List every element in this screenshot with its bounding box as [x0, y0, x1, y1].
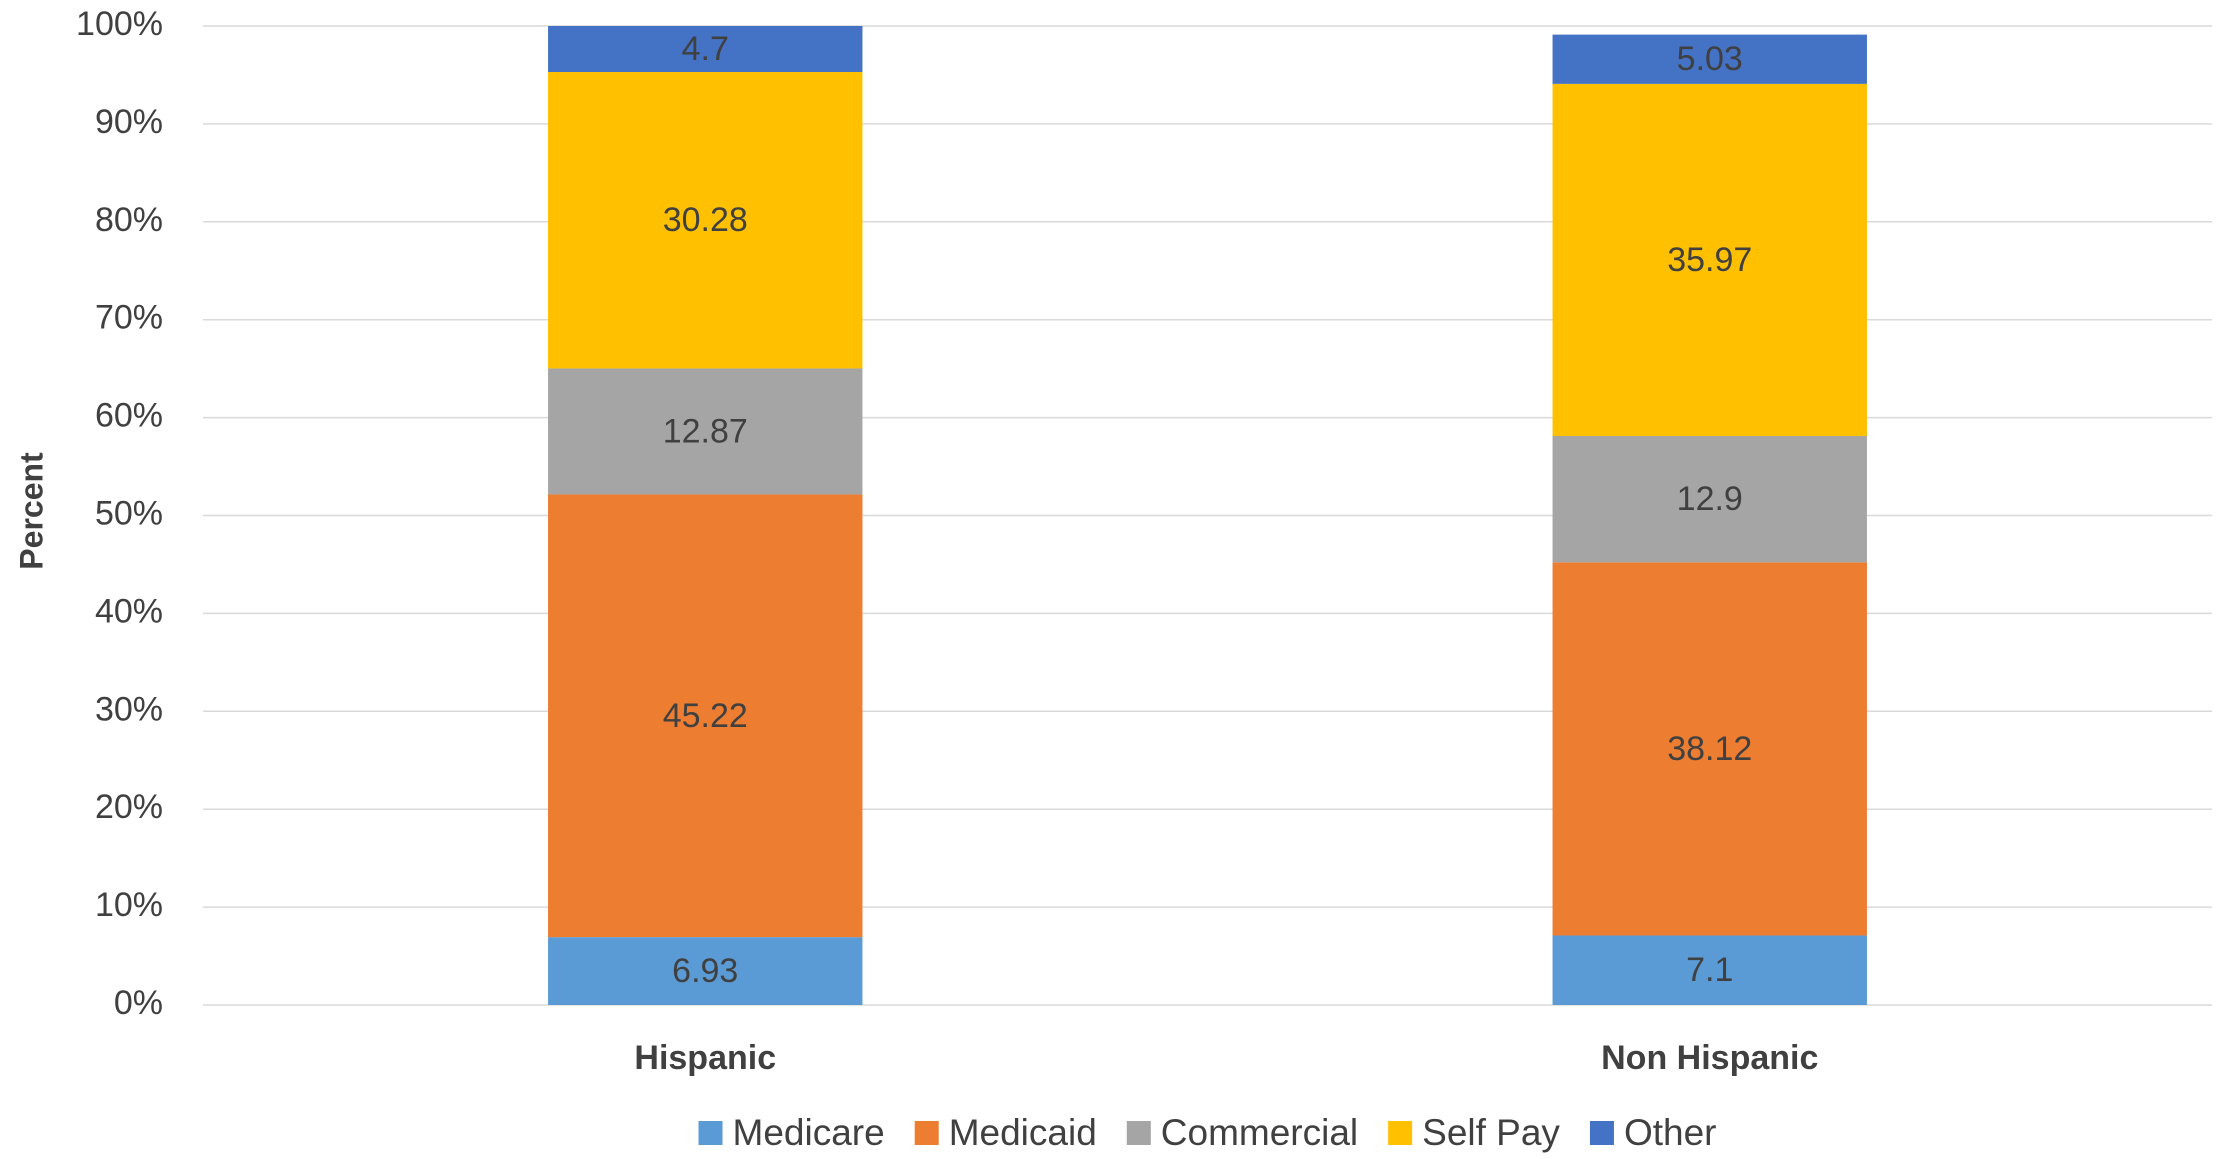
y-tick-label: 20%: [95, 788, 163, 826]
bar-segment: [1552, 436, 1867, 563]
bar-segment: [1552, 935, 1867, 1005]
y-tick-label: 10%: [95, 886, 163, 924]
x-tick-label: Non Hispanic: [1601, 1039, 1818, 1077]
x-tick-label: Hispanic: [634, 1039, 776, 1077]
data-label: 7.1: [1686, 951, 1733, 989]
data-label: 30.28: [663, 201, 748, 239]
bar-segment: [1552, 34, 1867, 84]
legend-swatch: [1589, 1121, 1614, 1145]
data-label: 12.9: [1677, 480, 1743, 518]
bar-segment: [548, 72, 863, 369]
y-tick-label: 30%: [95, 690, 163, 728]
legend-swatch: [1388, 1121, 1413, 1145]
legend-swatch: [698, 1121, 723, 1145]
y-axis-label: Percent: [13, 452, 49, 570]
y-tick-label: 90%: [95, 103, 163, 141]
y-tick-label: 60%: [95, 397, 163, 435]
data-label: 35.97: [1667, 241, 1752, 279]
data-label: 45.22: [663, 697, 748, 735]
bar-segment: [548, 26, 863, 73]
y-tick-label: 40%: [95, 592, 163, 630]
legend-label: Other: [1624, 1112, 1717, 1153]
y-tick-label: 80%: [95, 201, 163, 239]
bar-segment: [548, 494, 863, 938]
legend-label: Commercial: [1161, 1112, 1358, 1153]
y-tick-label: 70%: [95, 299, 163, 337]
legend-label: Self Pay: [1422, 1112, 1560, 1153]
data-label: 5.03: [1677, 40, 1743, 78]
data-label: 38.12: [1667, 730, 1752, 768]
bar-segment: [1552, 83, 1867, 437]
data-label: 4.7: [682, 30, 729, 68]
legend-label: Medicare: [733, 1112, 885, 1153]
data-label: 12.87: [663, 412, 748, 450]
bar-segment: [548, 937, 863, 1005]
legend-swatch: [914, 1121, 939, 1145]
bar-segment: [1552, 562, 1867, 936]
y-tick-label: 50%: [95, 494, 163, 532]
y-tick-label: 0%: [114, 984, 163, 1022]
data-label: 6.93: [672, 952, 738, 990]
y-tick-label: 100%: [76, 5, 163, 43]
legend-label: Medicaid: [949, 1112, 1097, 1153]
bar-segment: [548, 368, 863, 495]
legend-swatch: [1126, 1121, 1151, 1145]
